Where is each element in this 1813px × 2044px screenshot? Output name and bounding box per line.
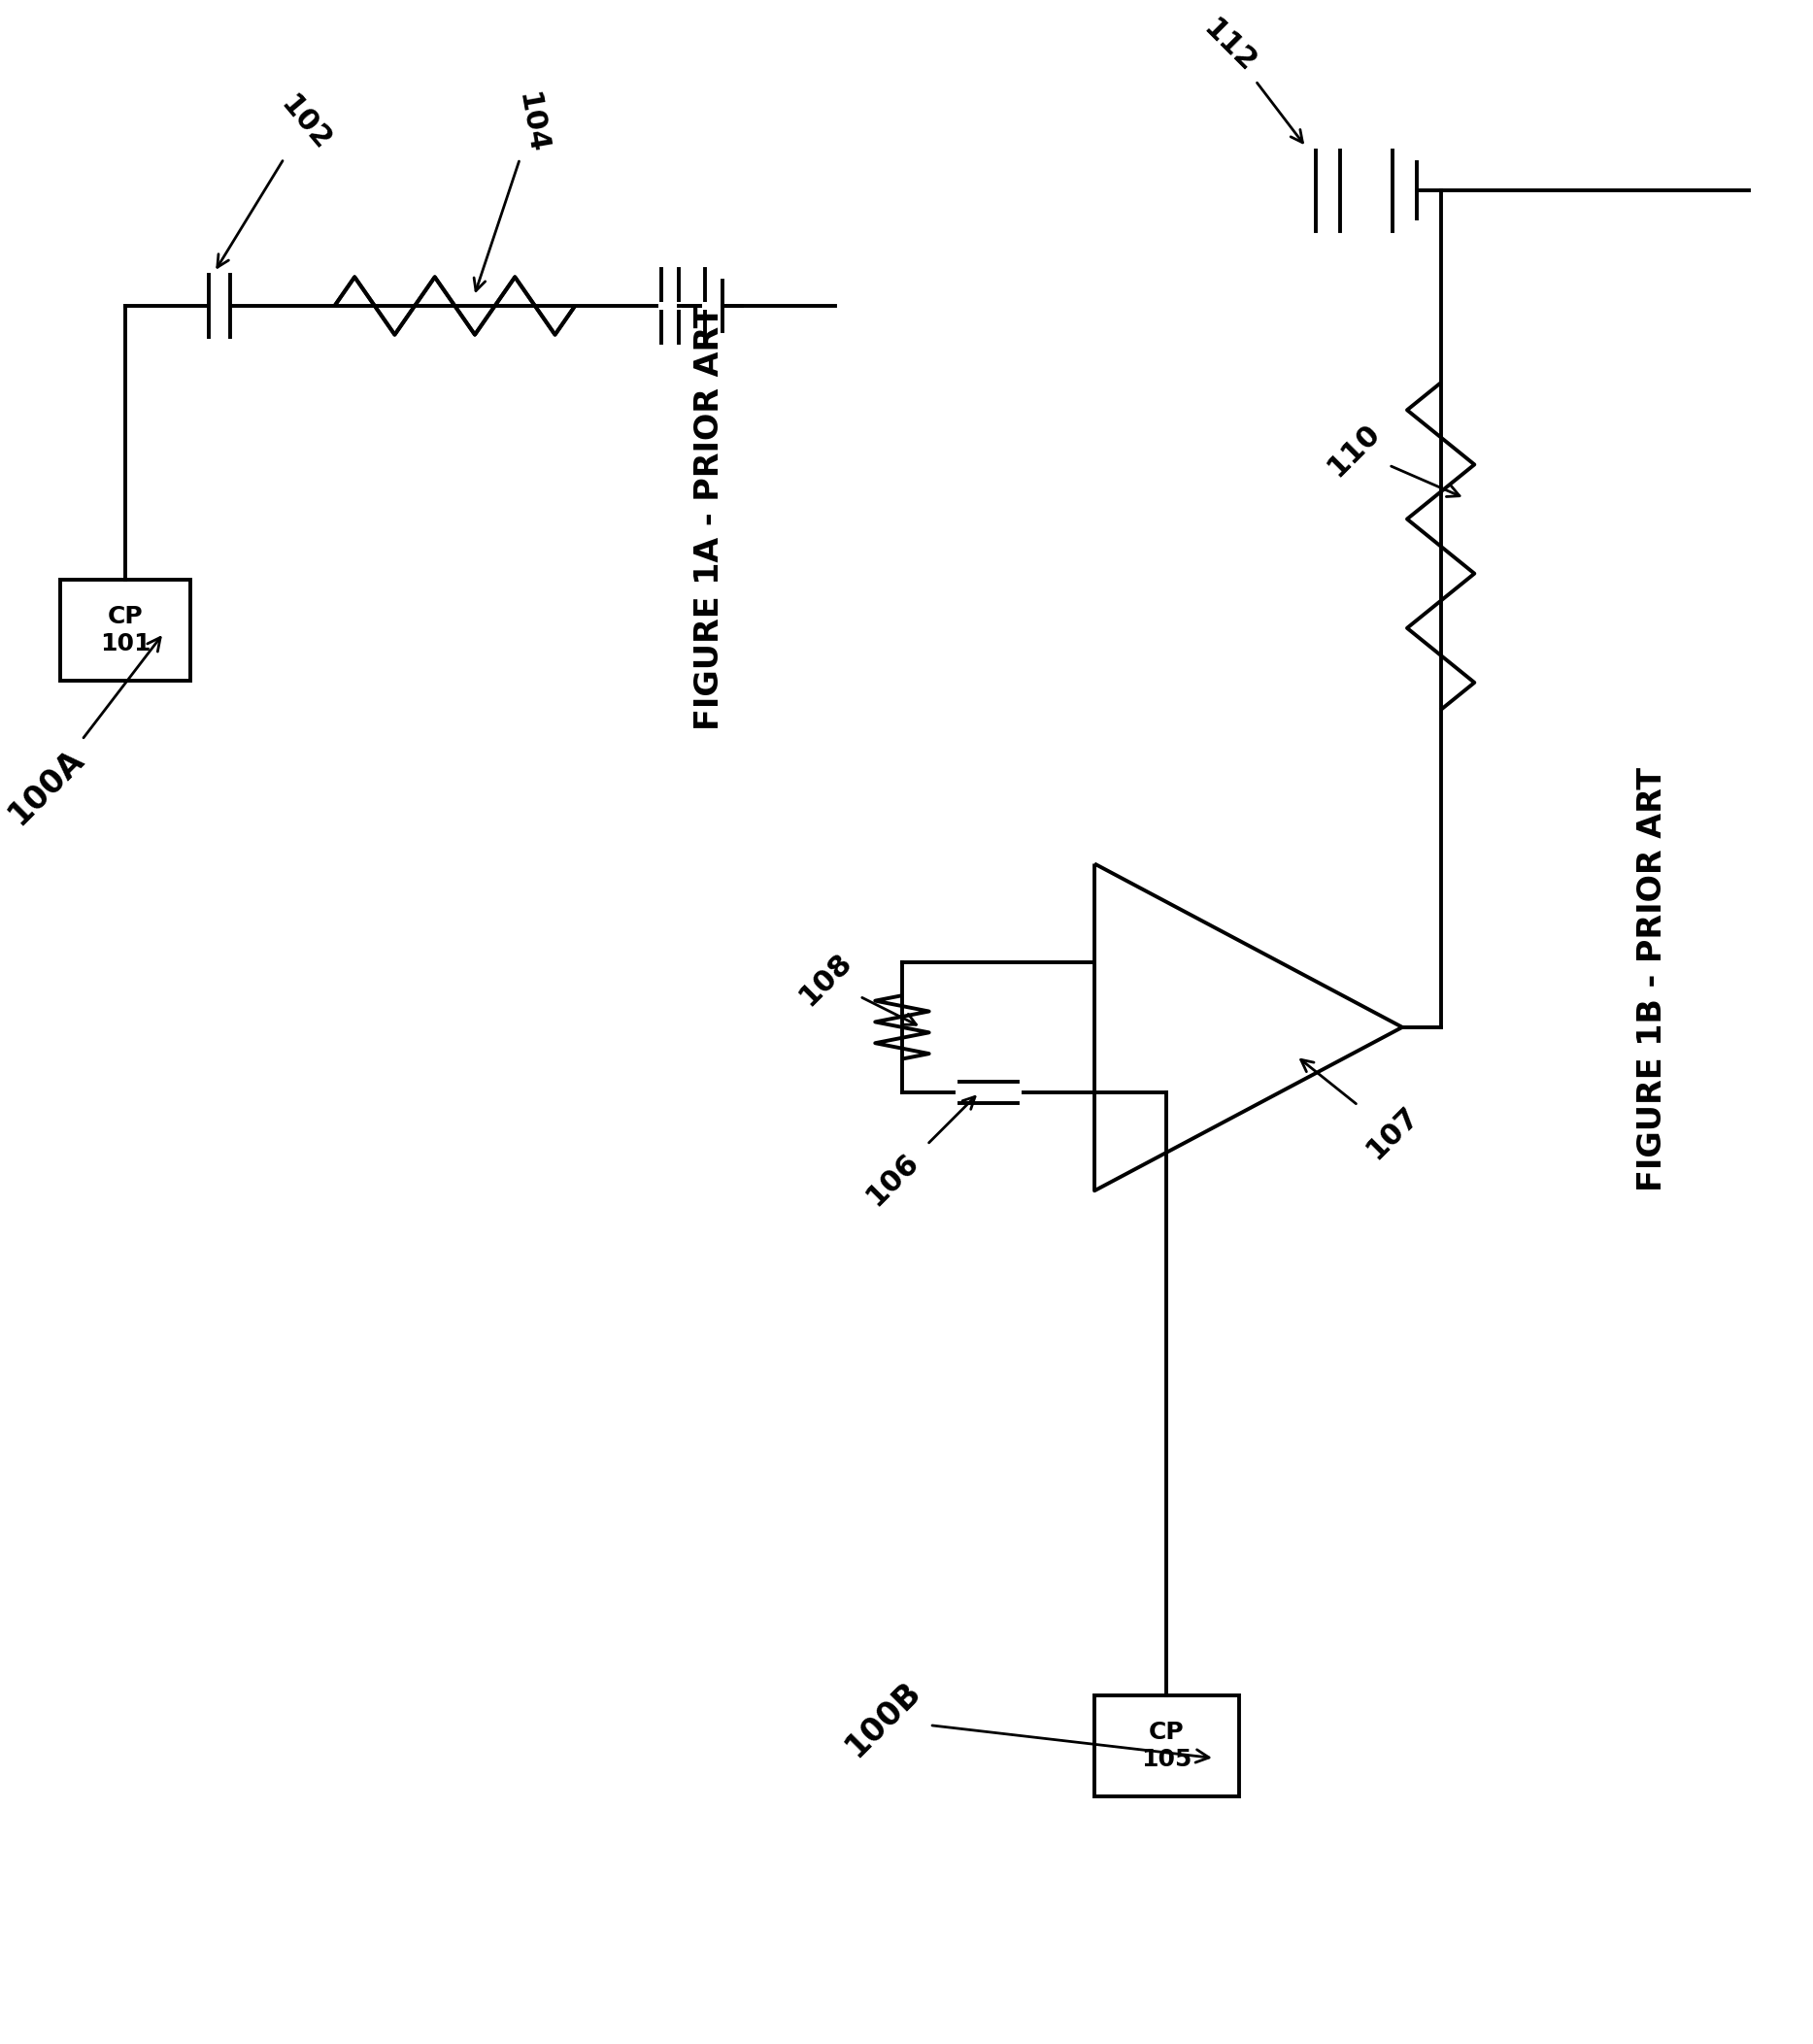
Bar (60, 580, 190, 681)
Text: 104: 104 (473, 90, 551, 290)
Text: 110: 110 (1322, 419, 1459, 497)
Text: 106: 106 (861, 1098, 975, 1210)
Text: FIGURE 1A - PRIOR ART: FIGURE 1A - PRIOR ART (694, 305, 725, 730)
Text: 102: 102 (218, 90, 337, 268)
Bar (1095, 1697, 1238, 1797)
Text: CP
105: CP 105 (1140, 1721, 1191, 1772)
Text: CP
101: CP 101 (100, 605, 150, 656)
Text: 108: 108 (794, 946, 916, 1024)
Text: 107: 107 (1302, 1059, 1425, 1165)
Text: FIGURE 1B - PRIOR ART: FIGURE 1B - PRIOR ART (1637, 766, 1668, 1192)
Text: 112: 112 (1197, 14, 1302, 143)
Text: 100B: 100B (839, 1676, 1209, 1764)
Text: 100A: 100A (2, 638, 160, 830)
